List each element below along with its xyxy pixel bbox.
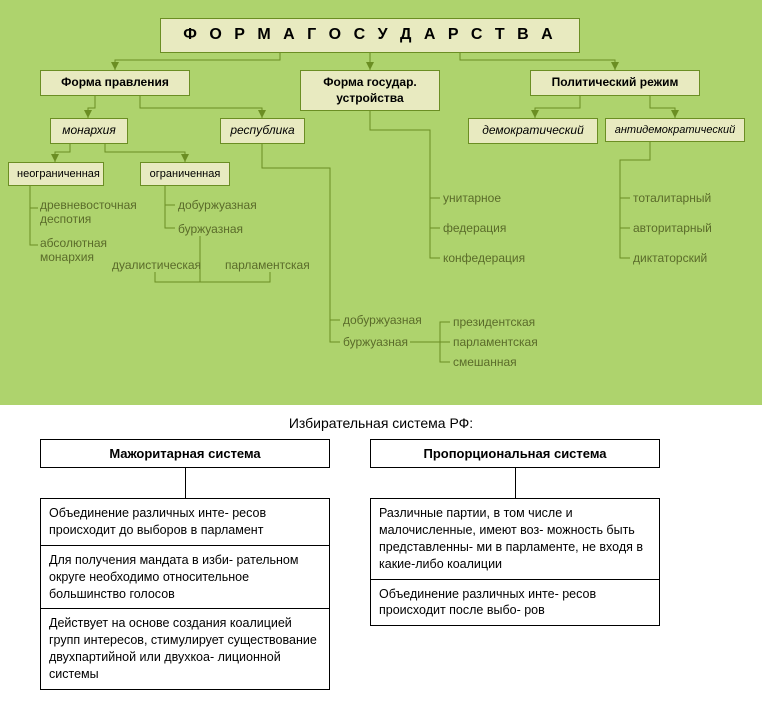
table-row: Для получения мандата в изби- рательном … (41, 545, 330, 609)
root-box: Ф О Р М А Г О С У Д А Р С Т В А (160, 18, 580, 53)
table-row: Объединение различных инте- ресов происх… (41, 499, 330, 546)
dualist-label: дуалистическая (112, 258, 201, 272)
president-label: президентская (453, 315, 535, 329)
confederation-label: конфедерация (443, 251, 525, 265)
proportional-block: Пропорциональная система Различные парти… (370, 439, 660, 690)
majoritarian-table: Объединение различных инте- ресов происх… (40, 498, 330, 690)
mixed-label: смешанная (453, 355, 517, 369)
totalitarian-label: тоталитарный (633, 191, 711, 205)
parliament1-label: парламентская (225, 258, 310, 272)
table-row: Различные партии, в том числе и малочисл… (371, 499, 660, 580)
section2-title: Избирательная система РФ: (40, 415, 722, 431)
borg2-label: буржуазная (343, 335, 408, 349)
preborg2-label: добуржуазная (343, 313, 422, 327)
form-of-structure-box: Форма государ. устройства (300, 70, 440, 111)
dictator-label: диктаторский (633, 251, 707, 265)
table-row: Действует на основе создания коалицией г… (41, 609, 330, 690)
electoral-system-section: Избирательная система РФ: Мажоритарная с… (0, 405, 762, 710)
proportional-table: Различные партии, в том числе и малочисл… (370, 498, 660, 626)
federation-label: федерация (443, 221, 506, 235)
unlimited-box: неограниченная (8, 162, 104, 186)
democratic-box: демократический (468, 118, 598, 144)
majoritarian-header: Мажоритарная система (40, 439, 330, 468)
authoritarian-label: авторитарный (633, 221, 712, 235)
republic-box: республика (220, 118, 305, 144)
borg1-label: буржуазная (178, 222, 243, 236)
state-form-diagram: Ф О Р М А Г О С У Д А Р С Т В А Форма пр… (0, 0, 762, 405)
table-row: Объединение различных инте- ресов происх… (371, 579, 660, 626)
form-of-government-box: Форма правления (40, 70, 190, 96)
political-regime-box: Политический режим (530, 70, 700, 96)
absolute-label: абсолютная монархия (40, 236, 107, 264)
limited-box: ограниченная (140, 162, 230, 186)
majoritarian-block: Мажоритарная система Объединение различн… (40, 439, 330, 690)
preborg1-label: добуржуазная (178, 198, 257, 212)
monarchy-box: монархия (50, 118, 128, 144)
parliament2-label: парламентская (453, 335, 538, 349)
antidemocratic-box: антидемократический (605, 118, 745, 142)
proportional-header: Пропорциональная система (370, 439, 660, 468)
unitary-label: унитарное (443, 191, 501, 205)
despotia-label: древневосточная деспотия (40, 198, 137, 226)
